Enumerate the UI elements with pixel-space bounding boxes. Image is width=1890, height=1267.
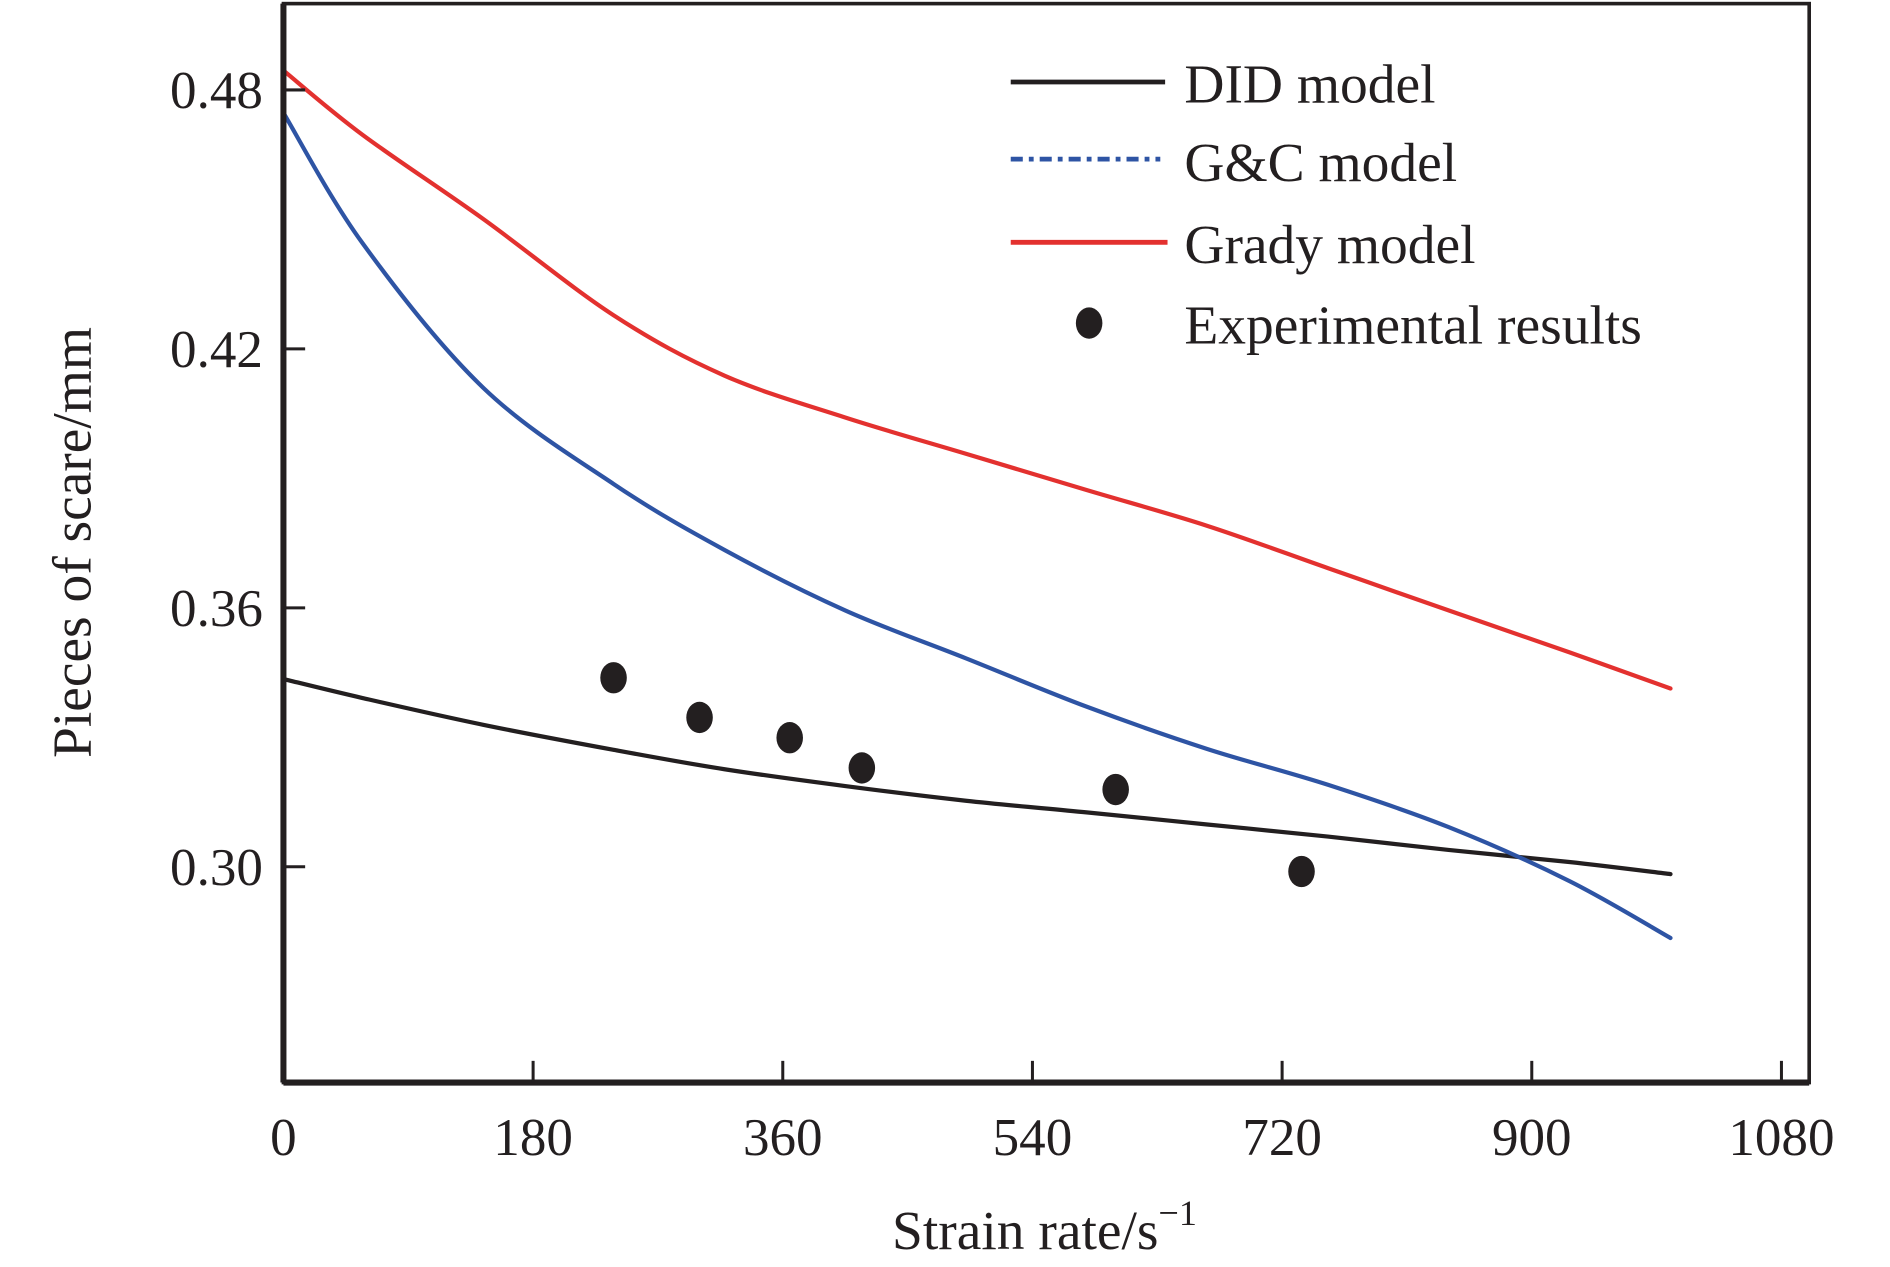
legend: DID model G&C model Grady model Experime… <box>1010 53 1642 356</box>
series-layer <box>281 68 1673 941</box>
series-line-did-model <box>281 676 1673 877</box>
y-axis-ticks: 0.30 0.36 0.42 0.48 <box>170 62 306 897</box>
legend-item-experimental: Experimental results <box>1075 295 1642 356</box>
data-point-experimental <box>686 701 713 734</box>
y-tick-label: 0.48 <box>170 62 263 120</box>
x-tick-label: 360 <box>743 1109 823 1167</box>
x-tick-label: 720 <box>1242 1109 1322 1167</box>
legend-label-experimental: Experimental results <box>1184 295 1641 356</box>
data-point-experimental <box>600 662 627 694</box>
data-point-experimental <box>1102 773 1129 806</box>
x-axis-title: Strain rate/s−1 <box>892 1193 1197 1261</box>
x-tick-label: 540 <box>993 1109 1073 1167</box>
legend-item-did: DID model <box>1010 53 1436 114</box>
x-axis-ticks: 0 180 360 540 720 900 1080 <box>270 1060 1835 1167</box>
experimental-points <box>600 662 1315 888</box>
legend-item-gc: G&C model <box>1010 132 1457 193</box>
x-axis-title-superscript: −1 <box>1159 1193 1197 1233</box>
y-tick-label: 0.42 <box>170 321 263 379</box>
y-tick-label: 0.30 <box>170 839 263 897</box>
plot-frame <box>281 1 1811 1085</box>
x-tick-label: 180 <box>493 1109 573 1167</box>
legend-label-grady: Grady model <box>1184 214 1475 275</box>
series-line-g-c-model <box>281 110 1673 941</box>
legend-item-grady: Grady model <box>1010 214 1476 275</box>
data-point-experimental <box>776 722 803 754</box>
x-tick-label: 1080 <box>1728 1109 1834 1167</box>
data-point-experimental <box>1288 855 1315 888</box>
x-tick-label: 900 <box>1492 1109 1572 1167</box>
legend-label-gc: G&C model <box>1184 132 1457 193</box>
legend-label-did: DID model <box>1184 53 1435 114</box>
y-tick-label: 0.36 <box>170 580 263 638</box>
legend-marker-experimental <box>1075 307 1103 339</box>
data-point-experimental <box>848 752 876 784</box>
plot-area: 0 180 360 540 720 900 1080 0.30 0.36 0.42 0.48 <box>170 1 1835 1167</box>
series-line-grady-model <box>281 68 1673 691</box>
x-tick-label: 0 <box>270 1109 297 1167</box>
y-axis-title: Pieces of scare/mm <box>41 327 102 758</box>
